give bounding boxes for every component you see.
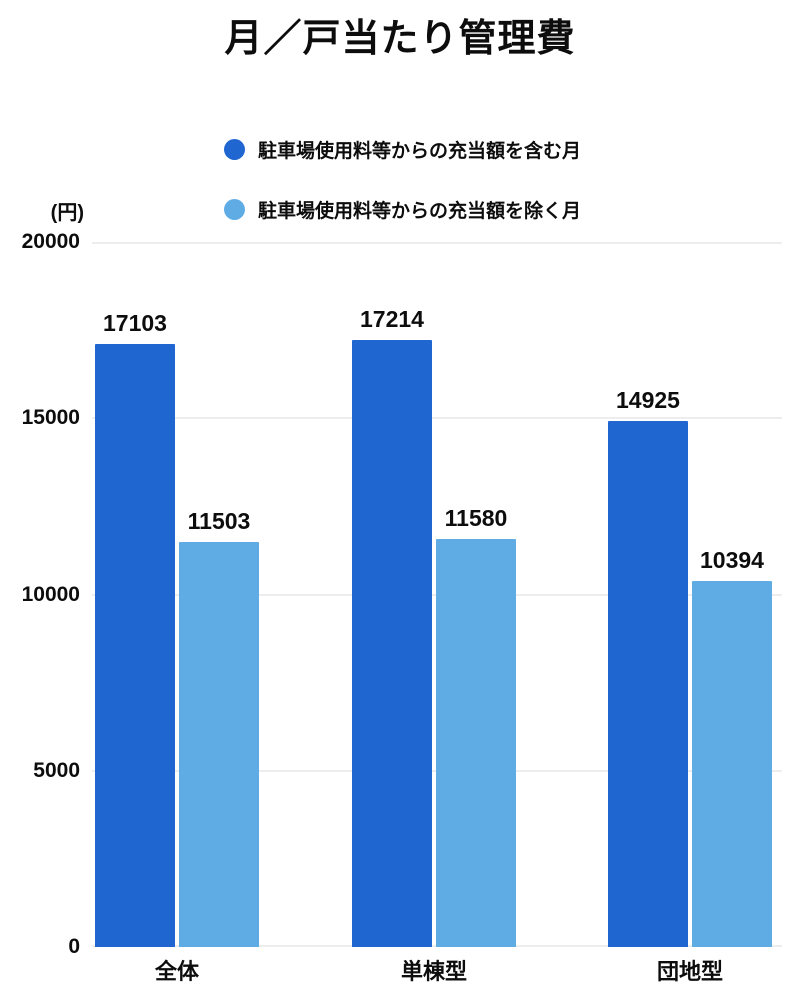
y-axis: 0 5000 10000 15000 20000 <box>0 230 80 958</box>
gridline <box>92 417 782 420</box>
bar-value-label: 17214 <box>360 306 424 333</box>
bar-series2-団地型 <box>692 580 772 947</box>
chart-title: 月／戸当たり管理費 <box>224 18 576 60</box>
legend-dot-icon <box>224 139 245 160</box>
y-axis-unit-label: (円) <box>50 202 84 224</box>
bar-value-label: 11503 <box>187 507 251 534</box>
bar-value-label: 14925 <box>616 386 680 413</box>
bar-value-label: 10394 <box>700 546 764 573</box>
bar-series2-全体 <box>179 541 259 947</box>
plot-area: 17103 11503 全体 17214 11580 単棟型 14925 10394 団地型 <box>92 242 782 984</box>
bar-series1-全体 <box>95 344 175 947</box>
bar-value-label: 11580 <box>444 504 508 531</box>
y-tick-label: 15000 <box>21 406 80 430</box>
legend-dot-icon <box>224 199 245 220</box>
legend-item: 駐車場使用料等からの充当額を除く月 <box>224 196 581 223</box>
legend: 駐車場使用料等からの充当額を含む月 駐車場使用料等からの充当額を除く月 <box>224 136 581 223</box>
bar-value-label: 17103 <box>103 310 167 337</box>
x-axis-category-label: 単棟型 <box>400 959 468 984</box>
bar-series2-単棟型 <box>436 538 516 947</box>
legend-label: 駐車場使用料等からの充当額を含む月 <box>258 141 582 162</box>
y-tick-label: 5000 <box>33 758 80 782</box>
legend-item: 駐車場使用料等からの充当額を含む月 <box>224 136 581 163</box>
legend-label: 駐車場使用料等からの充当額を除く月 <box>258 201 582 222</box>
bar-series1-単棟型 <box>352 340 432 947</box>
bar-series1-団地型 <box>608 420 688 947</box>
y-tick-label: 20000 <box>21 230 80 253</box>
gridline <box>92 242 782 244</box>
y-tick-label: 0 <box>68 935 80 958</box>
y-tick-label: 10000 <box>21 582 80 606</box>
x-axis-category-label: 団地型 <box>656 959 724 984</box>
x-axis-category-label: 全体 <box>154 959 200 984</box>
